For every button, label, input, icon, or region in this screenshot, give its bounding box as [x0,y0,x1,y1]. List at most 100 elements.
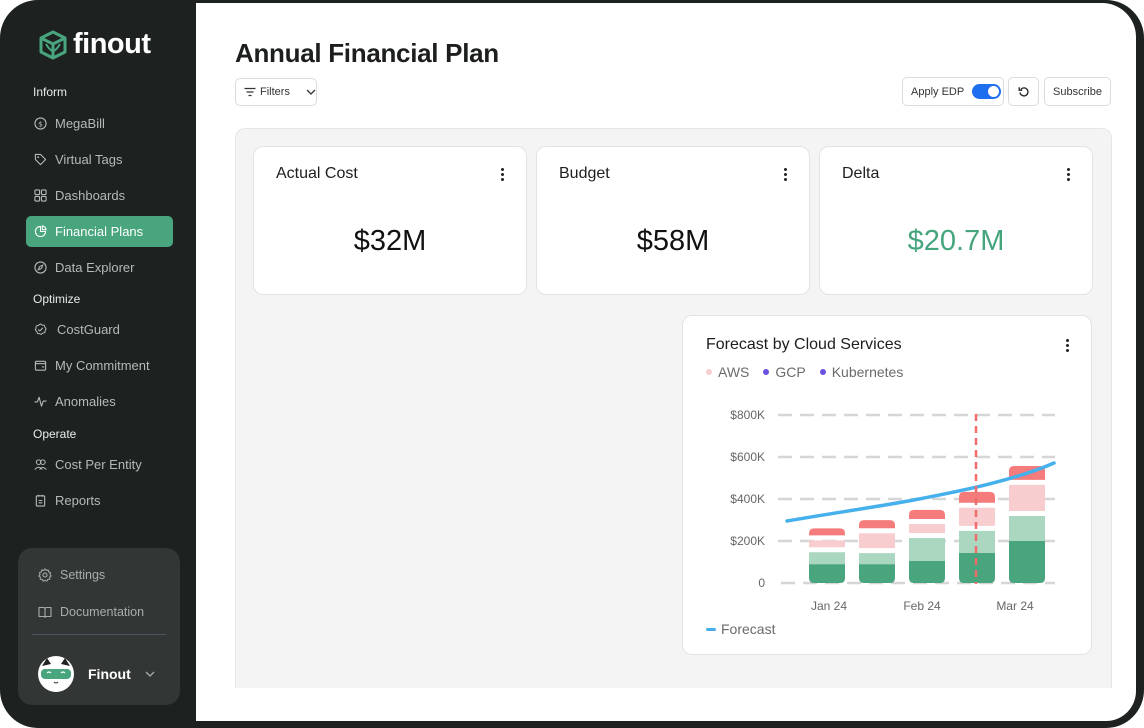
kpi-title: Actual Cost [276,165,358,182]
subscribe-button[interactable]: Subscribe [1044,77,1111,106]
sidebar-item-cost-per-entity[interactable]: Cost Per Entity [26,449,173,480]
tag-icon [34,153,47,166]
bar-segment[interactable] [909,560,945,583]
book-icon [38,606,52,619]
section-label-optimize: Optimize [33,292,81,306]
y-tick-label: $600K [730,450,765,464]
settings-label: Settings [60,568,106,582]
more-options-icon[interactable] [496,165,508,183]
users-icon [34,459,47,470]
legend-label: AWS [718,364,750,380]
forecast-line [785,461,1056,523]
bar-segment[interactable] [909,538,945,561]
kpi-value: $58M [636,225,710,257]
documentation-link[interactable]: Documentation [38,605,144,619]
svg-text:$: $ [38,119,43,128]
sidebar-item-label: Reports [55,493,101,508]
chart-legend: AWS GCP Kubernetes [706,364,903,380]
user-menu[interactable]: Finout [38,656,155,692]
y-tick-label: $200K [730,534,765,548]
more-options-icon[interactable] [779,165,791,183]
section-label-operate: Operate [33,427,77,441]
y-tick-label: $800K [730,408,765,422]
main-area: Annual Financial Plan Filters Apply EDP … [196,3,1136,721]
bar-segment[interactable] [909,523,945,534]
y-tick-label: $400K [730,492,765,506]
filters-label: Filters [260,86,290,98]
bar-segment[interactable] [859,564,895,583]
sidebar-item-my-commitment[interactable]: My Commitment [26,350,173,381]
settings-link[interactable]: Settings [38,568,105,582]
sidebar: finout Inform $ MegaBill Virtual Tags Da… [0,0,196,728]
documentation-label: Documentation [60,605,145,619]
sidebar-item-reports[interactable]: Reports [26,485,173,516]
legend-item-gcp[interactable]: GCP [763,364,806,380]
bar-segment[interactable] [1009,484,1045,511]
divider [32,634,166,635]
bar-segment[interactable] [809,528,845,536]
x-tick-label: Feb 24 [903,599,941,613]
reset-button[interactable] [1008,77,1039,106]
pie-chart-icon [34,225,47,238]
kpi-card-actual-cost: Actual Cost $32M [253,146,527,295]
x-tick-label: Mar 24 [996,599,1034,613]
kpi-card-delta: Delta $20.7M [819,146,1093,295]
sidebar-item-costguard[interactable]: CostGuard [26,314,173,345]
legend-dot [706,369,712,375]
filters-button[interactable]: Filters [235,78,317,106]
sidebar-bottom-panel: Settings Documentation Finout [18,548,180,705]
activity-icon [34,396,47,407]
logo-text: finout [73,28,151,60]
bar-segment[interactable] [859,520,895,529]
gear-icon [38,568,52,582]
more-options-icon[interactable] [1061,336,1073,354]
logo[interactable]: finout [37,28,151,61]
apply-edp-label: Apply EDP [911,85,965,98]
more-options-icon[interactable] [1062,165,1074,183]
sidebar-item-dashboards[interactable]: Dashboards [26,180,173,211]
section-label-inform: Inform [33,85,68,99]
cat-avatar-icon [39,658,73,692]
sidebar-item-label: Financial Plans [55,224,144,239]
apply-edp-toggle[interactable] [972,84,1002,99]
forecast-swatch [706,627,716,631]
legend-dot [819,369,826,375]
sidebar-item-label: Virtual Tags [55,152,123,167]
page-title: Annual Financial Plan [235,38,499,68]
apply-edp-control: Apply EDP [902,77,1004,106]
y-tick-label: 0 [758,576,765,590]
sidebar-item-label: Dashboards [55,188,126,203]
chevron-down-icon [306,89,316,95]
undo-icon [1018,86,1029,96]
bar-segment[interactable] [809,564,845,583]
legend-item-kubernetes[interactable]: Kubernetes [819,364,904,380]
avatar [38,656,74,692]
sidebar-item-data-explorer[interactable]: Data Explorer [26,252,173,283]
kpi-value: $20.7M [907,225,1005,257]
legend-item-aws[interactable]: AWS [706,364,749,380]
bar-segment[interactable] [809,540,845,548]
legend-label: GCP [775,364,806,380]
stacked-bar-chart: 0 $200K $400K $600K $800K Jan 24 Feb 24 Mar 24 [730,408,1056,613]
bar-segment[interactable] [909,509,945,519]
sidebar-item-virtual-tags[interactable]: Virtual Tags [26,144,173,175]
bar-segment[interactable] [959,491,995,503]
bar-segment[interactable] [1009,541,1045,583]
bar-segment[interactable] [859,553,895,565]
sidebar-item-financial-plans[interactable]: Financial Plans [26,216,173,247]
kpi-title: Delta [842,165,880,182]
sidebar-item-label: Data Explorer [55,260,135,275]
bar-segment[interactable] [859,533,895,549]
bar-segment[interactable] [959,552,995,583]
sidebar-item-anomalies[interactable]: Anomalies [26,386,173,417]
grid-icon [34,189,47,202]
legend-label: Kubernetes [831,364,904,380]
legend-item-forecast[interactable]: Forecast [706,621,775,637]
compass-icon [34,261,47,274]
bar-segment[interactable] [1009,515,1045,541]
chevron-down-icon [145,671,155,677]
bar-segment[interactable] [959,530,995,553]
bar-segment[interactable] [809,552,845,565]
sidebar-item-megabill[interactable]: $ MegaBill [26,108,173,139]
badge-check-icon [34,323,47,335]
